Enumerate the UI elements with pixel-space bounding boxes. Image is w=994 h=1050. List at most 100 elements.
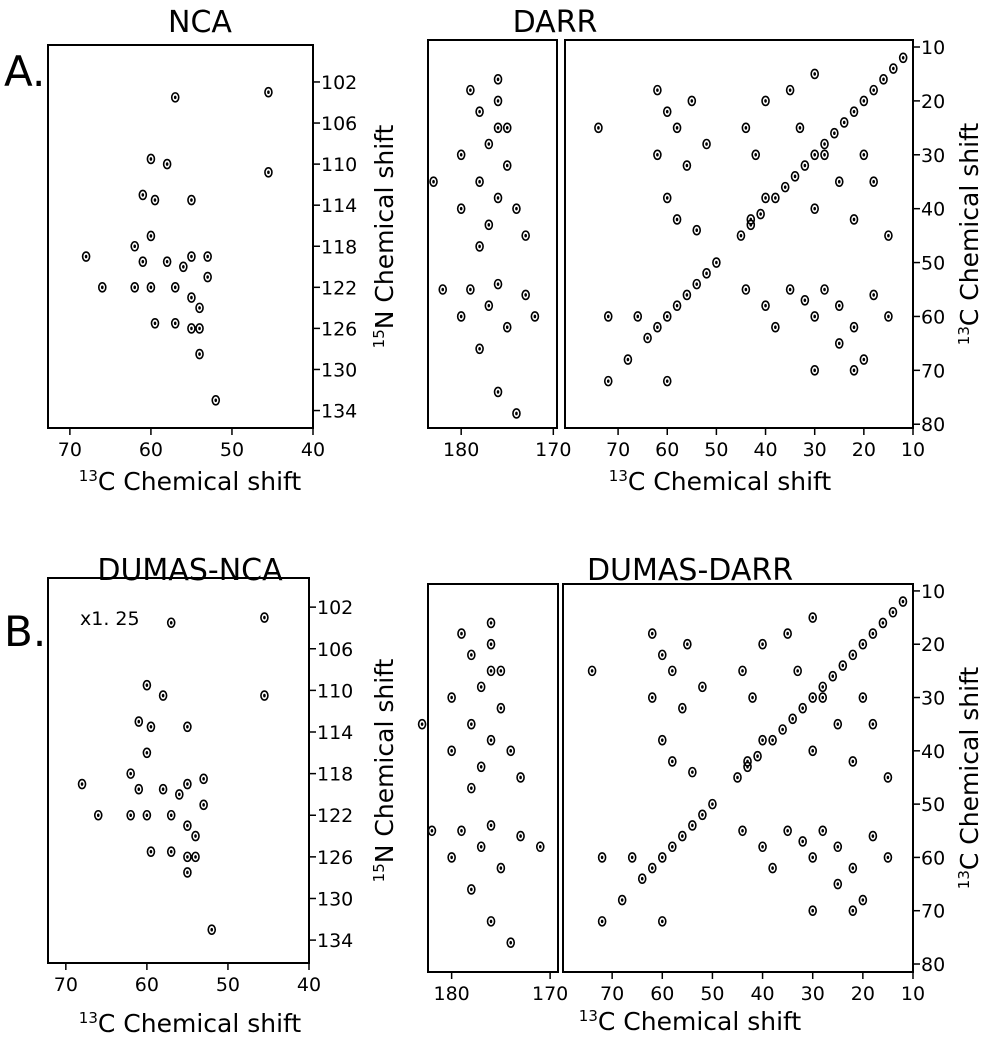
peak-contour <box>682 160 692 171</box>
peak-contour <box>512 408 521 419</box>
peak-contour <box>175 789 184 800</box>
peak-core <box>736 775 739 780</box>
peak-contour <box>126 809 135 821</box>
peak-core <box>681 706 684 710</box>
x-axis-label-text: C Chemical shift <box>628 467 832 496</box>
peak-core <box>701 685 704 689</box>
peak-core <box>145 751 149 755</box>
peak-contour <box>848 862 858 874</box>
peak-core <box>470 722 473 726</box>
peak-contour <box>476 841 486 853</box>
peak-contour <box>126 768 135 779</box>
peak-core <box>872 88 875 92</box>
peak-core <box>764 303 767 308</box>
peak-core <box>469 88 472 92</box>
x-tick-label: 180 <box>443 439 479 461</box>
peak-contour <box>758 638 767 650</box>
peak-contour <box>456 311 466 322</box>
peak-core <box>496 77 500 82</box>
peak-contour <box>475 176 484 188</box>
y-tick-label: 106 <box>317 639 353 661</box>
peak-core <box>901 599 905 604</box>
peak-contour <box>138 189 148 201</box>
peak-contour <box>688 766 697 778</box>
peak-core <box>137 719 141 724</box>
peak-contour <box>818 681 828 693</box>
peak-contour <box>692 278 702 290</box>
peak-contour <box>758 841 767 853</box>
peak-contour <box>751 149 761 161</box>
peak-core <box>267 170 270 175</box>
y-tick-label: 40 <box>921 199 945 221</box>
peak-contour <box>195 348 204 360</box>
peak-contour <box>530 311 540 322</box>
peak-core <box>450 855 453 860</box>
peak-contour <box>848 905 858 917</box>
peak-contour <box>783 628 792 639</box>
peak-core <box>533 314 537 319</box>
peak-contour <box>97 282 107 293</box>
peak-core <box>665 314 669 319</box>
peak-core <box>862 357 866 362</box>
peak-contour <box>741 284 751 295</box>
peak-contour <box>810 203 819 214</box>
x-axis-label-isotope: 13 <box>79 1009 98 1027</box>
peak-contour <box>810 365 819 376</box>
peak-contour <box>467 718 476 730</box>
peak-contour <box>130 240 140 252</box>
peak-contour <box>447 852 456 863</box>
peak-contour <box>150 317 160 329</box>
peak-core <box>636 314 640 319</box>
peak-core <box>190 198 193 202</box>
peak-core <box>761 738 764 742</box>
peak-core <box>749 217 753 222</box>
peak-contour <box>264 167 273 178</box>
y-tick-label: 50 <box>921 794 945 816</box>
peak-contour <box>771 321 780 333</box>
peak-contour <box>712 257 721 268</box>
peak-core <box>798 126 802 130</box>
peak-core <box>671 844 674 849</box>
peak-core <box>198 306 201 310</box>
peak-core <box>831 674 835 679</box>
peak-contour <box>457 825 466 837</box>
peak-contour <box>746 214 756 225</box>
peak-core <box>496 282 500 286</box>
peak-core <box>882 77 885 82</box>
peak-core <box>771 738 774 742</box>
peak-core <box>833 131 836 136</box>
x-tick-label: 50 <box>220 439 244 461</box>
peak-contour <box>810 68 819 80</box>
peak-core <box>754 152 758 157</box>
peak-contour <box>793 665 802 677</box>
peak-contour <box>743 756 752 767</box>
peak-core <box>161 787 165 792</box>
peak-core <box>505 126 509 130</box>
peak-core <box>823 287 826 292</box>
peak-contour <box>668 665 677 677</box>
peak-contour <box>146 721 156 733</box>
peak-contour <box>687 95 697 107</box>
peak-contour <box>698 809 707 821</box>
peak-contour <box>748 692 757 703</box>
x-axis-label-isotope: 13 <box>579 1007 598 1025</box>
plot-frame <box>47 44 314 429</box>
peak-core <box>660 653 664 657</box>
peak-core <box>538 844 542 849</box>
peak-contour <box>810 149 819 161</box>
x-tick-label: 10 <box>901 439 925 461</box>
peak-core <box>691 823 694 828</box>
peak-contour <box>484 300 494 311</box>
peak-contour <box>683 638 692 650</box>
peak-contour <box>692 224 702 236</box>
peak-contour <box>657 852 667 863</box>
peak-contour <box>170 282 180 293</box>
peak-contour <box>597 916 607 927</box>
peak-contour <box>798 836 807 847</box>
y-tick-label: 10 <box>921 581 945 603</box>
peak-core <box>774 325 777 330</box>
y-tick-label: 20 <box>921 91 945 113</box>
x-tick-label: 60 <box>650 983 674 1005</box>
peak-core <box>182 264 185 269</box>
peak-core <box>190 326 193 331</box>
